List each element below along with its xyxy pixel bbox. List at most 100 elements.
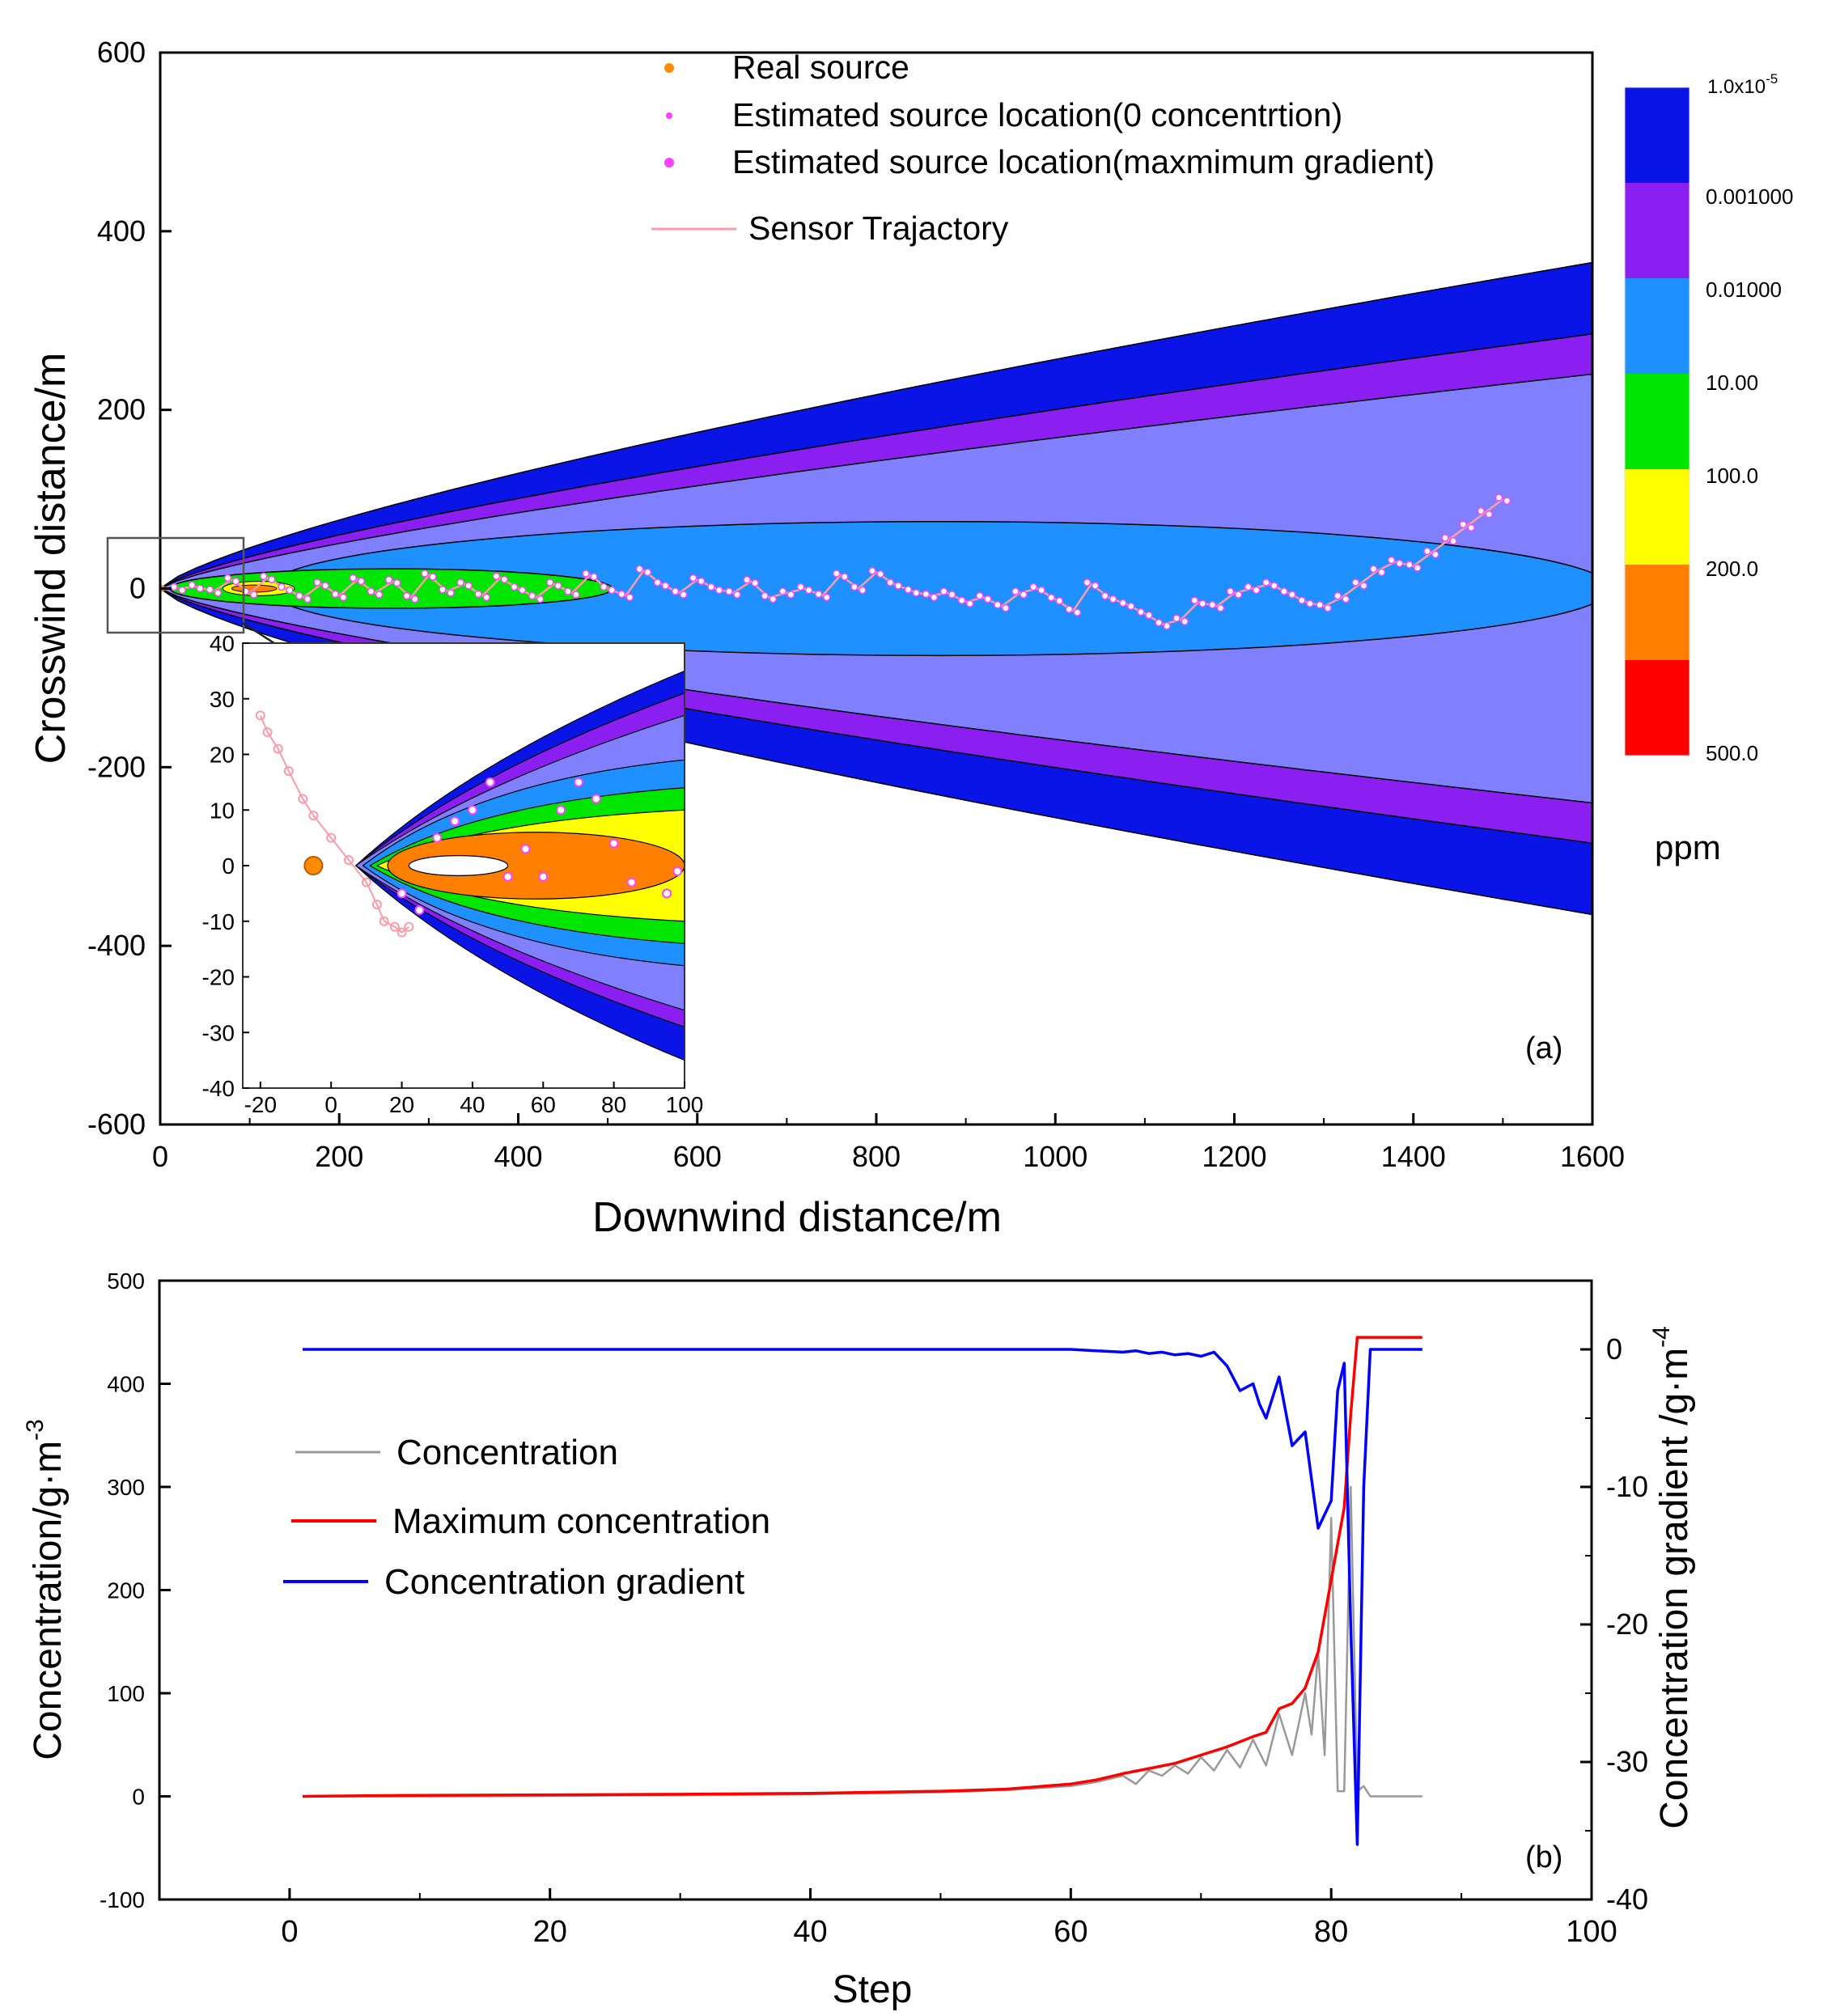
trajectory-point — [1252, 586, 1261, 595]
inset-y-tick-label: 30 — [210, 687, 235, 712]
inset-estimated-point — [608, 838, 619, 849]
trajectory-point — [833, 570, 841, 578]
trajectory-point — [528, 591, 536, 600]
inset-trajectory-point — [298, 794, 308, 804]
trajectory-point — [1270, 582, 1278, 590]
x-tick-label-b: 60 — [1054, 1915, 1087, 1949]
colorbar-label-2: 0.01000 — [1706, 277, 1782, 302]
inset-estimated-point — [520, 844, 531, 854]
inset-x-tick-label: 60 — [531, 1092, 556, 1117]
trajectory-point — [1441, 534, 1449, 542]
inset-estimated-point — [591, 794, 601, 804]
trajectory-point — [278, 582, 286, 591]
legend-estimated-gradient-marker — [664, 158, 674, 167]
legend-real-source: Real source — [732, 49, 909, 86]
trajectory-point — [850, 582, 859, 591]
inset-trajectory-point — [326, 832, 337, 843]
y2-tick-label-b: -20 — [1606, 1607, 1648, 1641]
panel-a-label: (a) — [1525, 1031, 1562, 1065]
trajectory-point — [411, 595, 419, 604]
trajectory-point — [733, 591, 741, 599]
y2-tick-label-b: -30 — [1606, 1745, 1648, 1778]
x-tick-label-a: 1000 — [1023, 1140, 1087, 1173]
trajectory-point — [679, 591, 688, 599]
inset-estimated-point — [556, 805, 566, 815]
trajectory-point — [1137, 608, 1145, 616]
trajectory-point — [1029, 582, 1037, 591]
trajectory-point — [1306, 599, 1314, 608]
colorbar-swatch-3 — [1625, 374, 1689, 469]
panel-a: 0 200 400 600 800 1000 1200 1400 16006004002000-… — [28, 36, 1793, 1241]
trajectory-point — [608, 586, 616, 595]
trajectory-point — [590, 573, 598, 581]
legend-real-source-marker — [664, 63, 674, 73]
series-line-concentration-gradient — [303, 1348, 1422, 1846]
y-tick-label-b: 400 — [107, 1372, 145, 1397]
trajectory-point — [1494, 493, 1503, 502]
trajectory-point — [894, 582, 902, 590]
inset-x-tick-label: 80 — [601, 1092, 626, 1117]
trajectory-point — [1216, 604, 1225, 612]
series-line-maximum-concentration — [302, 1336, 1422, 1798]
inset-trajectory-point — [262, 727, 273, 737]
trajectory-point — [249, 591, 258, 599]
colorbar-label-6: 500.0 — [1706, 741, 1758, 765]
inset-x-tick-label: 0 — [324, 1092, 337, 1117]
trajectory-point — [403, 591, 411, 600]
inset-markers — [255, 710, 683, 938]
x-axis-title-a: Downwind distance/m — [592, 1194, 1002, 1241]
trajectory-point — [1065, 605, 1074, 613]
inset-y-tick-label: -30 — [202, 1020, 235, 1045]
trajectory-point — [769, 595, 777, 604]
trajectory-point — [572, 591, 580, 599]
trajectory-point — [1467, 523, 1475, 532]
y2-axis-title-b: Concentration gradient /g·m-4 — [1648, 1326, 1696, 1829]
inset-estimated-point — [672, 866, 683, 876]
inset-estimated-point — [662, 888, 672, 899]
trajectory-point — [886, 578, 894, 587]
trajectory-point — [930, 593, 939, 602]
inset-x-tick-label: 100 — [666, 1092, 704, 1117]
y-tick-label-b: 0 — [132, 1785, 145, 1810]
trajectory-point — [1333, 591, 1342, 600]
inset-estimated-point — [573, 777, 583, 787]
trajectory-point — [976, 591, 984, 600]
trajectory-point — [518, 586, 527, 595]
trajectory-point — [331, 590, 339, 599]
trajectory-point — [349, 574, 358, 582]
y-tick-label-a: 0 — [129, 572, 146, 605]
trajectory-point — [1431, 550, 1439, 559]
trajectory-point — [751, 578, 759, 587]
trajectory-point — [510, 582, 519, 591]
trajectory-point — [339, 593, 347, 602]
inset-x-tick-label: 40 — [460, 1092, 485, 1117]
trajectory-point — [1155, 618, 1163, 627]
y-axis-title-b: Concentration/g·m-3 — [22, 1419, 70, 1760]
colorbar-swatch-2 — [1625, 278, 1689, 374]
trajectory-point — [421, 570, 429, 578]
y2-tick-label-b: -10 — [1606, 1470, 1648, 1503]
x-tick-label-a: 200 — [315, 1140, 363, 1173]
inset-estimated-point — [502, 871, 513, 882]
trajectory-point — [876, 570, 884, 578]
y-tick-label-a: -400 — [87, 929, 146, 962]
y-tick-label-b: 500 — [107, 1268, 145, 1294]
x-tick-label-a: 0 — [152, 1140, 168, 1173]
trajectory-point — [778, 587, 787, 595]
trajectory-point — [841, 573, 849, 581]
inset-x-tick-label: -20 — [244, 1092, 277, 1117]
trajectory-point — [761, 591, 769, 600]
trajectory-point — [1280, 587, 1288, 595]
trajectory-point — [804, 586, 813, 595]
trajectory-point — [188, 581, 196, 590]
trajectory-point — [939, 587, 948, 595]
plume-contours — [160, 261, 1592, 916]
trajectory-point — [1414, 564, 1422, 572]
trajectory-point — [303, 595, 312, 604]
inset-contours — [354, 670, 685, 1061]
trajectory-point — [948, 591, 956, 599]
x-tick-label-a: 400 — [494, 1140, 542, 1173]
colorbar-label-0: 1.0x10-5 — [1707, 71, 1778, 98]
zoom-box — [106, 536, 245, 634]
legend-estimated-zero: Estimated source location(0 concentrtion… — [732, 96, 1342, 133]
